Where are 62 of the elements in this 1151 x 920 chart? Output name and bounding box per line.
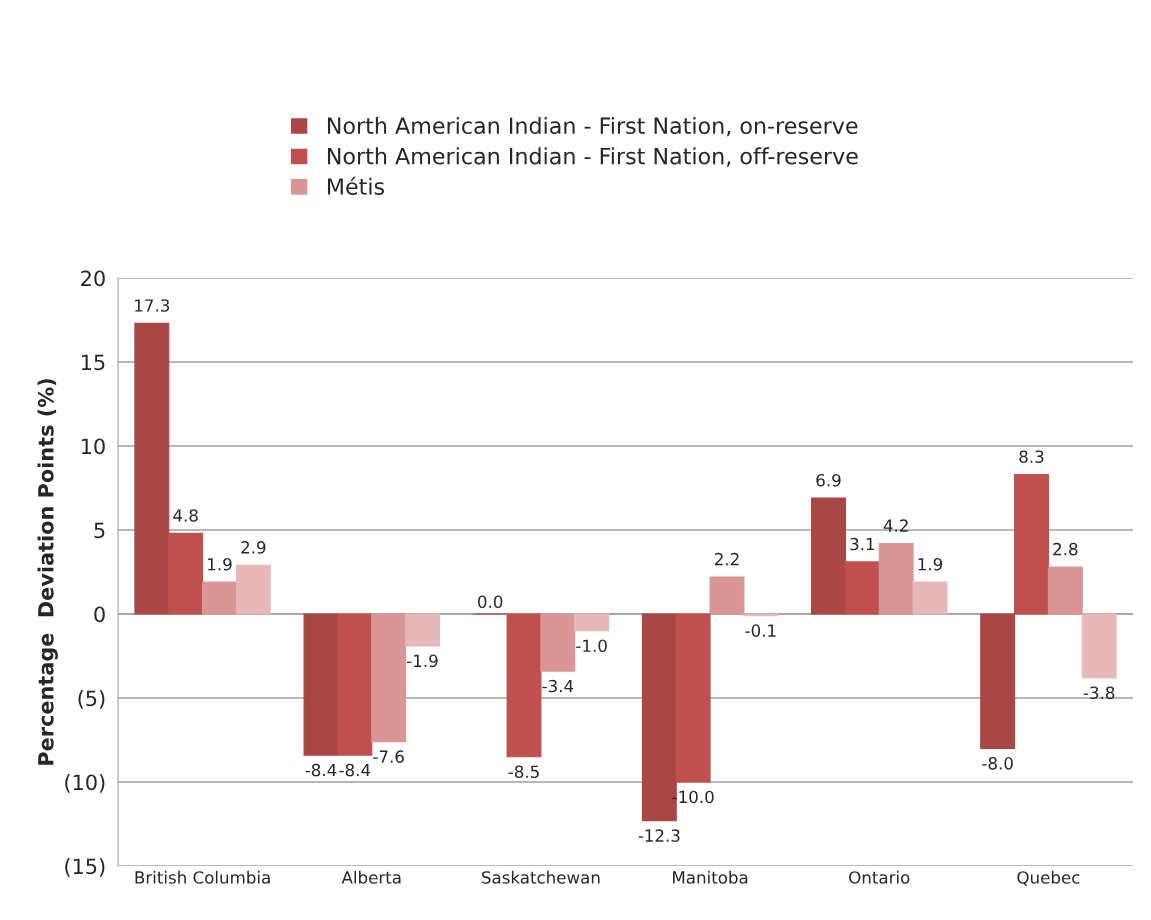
data-label: -1.0 [576, 639, 607, 653]
data-label: -0.1 [745, 624, 776, 637]
bar [1014, 474, 1049, 615]
data-label: 2.8 [1053, 542, 1078, 556]
x-tick-label: Alberta [341, 870, 401, 884]
data-label: 8.3 [1019, 450, 1044, 463]
legend-label: Métis [327, 176, 385, 195]
bar [506, 613, 542, 758]
y-tick-label: 0 [94, 606, 105, 623]
bar [337, 613, 373, 756]
y-tick-label: (5) [78, 690, 105, 709]
x-tick-label: Saskatchewan [482, 870, 600, 884]
bar [1081, 613, 1117, 679]
bar [540, 613, 576, 672]
y-tick-label: 5 [94, 522, 105, 539]
y-axis-title: Percentage Deviation Points (%) [37, 379, 58, 765]
data-label: -12.3 [638, 829, 680, 842]
bar [303, 613, 339, 756]
bar [912, 581, 948, 615]
x-tick-label: Ontario [849, 870, 910, 884]
bar [675, 613, 711, 783]
legend-label: North American Indian - First Nation, on-reserve [327, 116, 858, 137]
legend-label: North American Indian - First Nation, off-reserve [327, 147, 858, 167]
data-label: -8.4 [305, 763, 337, 777]
x-tick-label: Manitoba [673, 870, 748, 884]
bar [878, 542, 914, 615]
bar [1047, 566, 1083, 615]
bar [371, 613, 407, 743]
bar [844, 561, 880, 615]
data-label: 4.8 [173, 509, 198, 522]
bar [709, 576, 745, 615]
x-tick-label: British Columbia [135, 870, 270, 884]
data-label: 2.2 [714, 552, 739, 566]
data-label: -7.6 [373, 750, 404, 763]
bar [405, 613, 440, 647]
bar [168, 532, 204, 615]
data-label: 4.2 [883, 519, 908, 532]
data-label: 3.1 [850, 537, 875, 551]
bar [235, 564, 271, 615]
data-label: 1.9 [208, 557, 232, 571]
x-tick-label: Quebec [1017, 870, 1080, 886]
data-label: -8.4 [339, 763, 371, 777]
y-tick-label: 15 [81, 354, 105, 371]
y-tick-label: 20 [81, 270, 105, 287]
y-tick-label: (10) [65, 774, 105, 793]
data-label: -8.5 [508, 765, 539, 779]
bar [202, 581, 237, 615]
bar [980, 613, 1016, 749]
data-label: 0.0 [478, 595, 503, 608]
data-label: 2.9 [241, 541, 266, 554]
data-label: -3.8 [1083, 686, 1115, 700]
data-label: -8.0 [982, 757, 1013, 770]
data-label: -3.4 [542, 679, 574, 693]
y-tick-label: (15) [65, 858, 105, 877]
bar [811, 497, 846, 615]
bar [134, 322, 170, 615]
data-label: -1.9 [407, 654, 438, 668]
bar [574, 613, 610, 632]
data-label: 1.9 [918, 557, 943, 571]
data-label: 6.9 [816, 473, 841, 487]
y-tick-label: 10 [81, 438, 105, 455]
data-label: 17.3 [135, 299, 170, 312]
